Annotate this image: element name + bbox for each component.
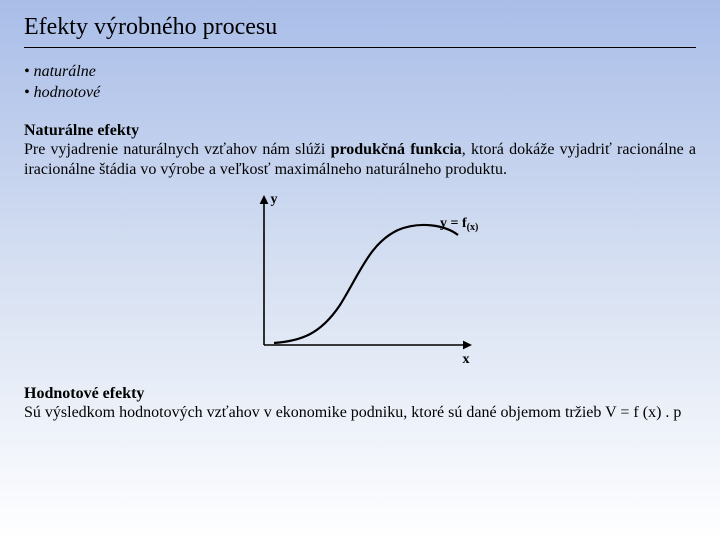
section1-text-pre: Pre vyjadrenie naturálnych vzťahov nám s… [24,141,331,158]
y-axis-arrow [260,195,269,204]
section1-paragraph: Pre vyjadrenie naturálnych vzťahov nám s… [24,140,696,182]
production-curve [274,225,458,343]
bullet-hodnotove: • hodnotové [24,83,696,104]
y-axis-label: y [271,192,278,207]
x-axis-label: x [463,352,470,367]
section1-text-bold: produkčná funkcia [331,141,462,158]
section1-head: Naturálne efekty [24,122,696,140]
bullet-list: • naturálne • hodnotové [24,62,696,104]
section2-paragraph: Sú výsledkom hodnotových vzťahov v ekono… [24,403,696,424]
bullet-naturalne: • naturálne [24,62,696,83]
production-function-chart: y x y = f(x) [220,185,500,375]
function-label: y = f(x) [440,216,478,233]
section2-head: Hodnotové efekty [24,385,696,403]
chart-container: y x y = f(x) [24,185,696,375]
x-axis-arrow [463,341,472,350]
page-title: Efekty výrobného procesu [24,14,696,48]
